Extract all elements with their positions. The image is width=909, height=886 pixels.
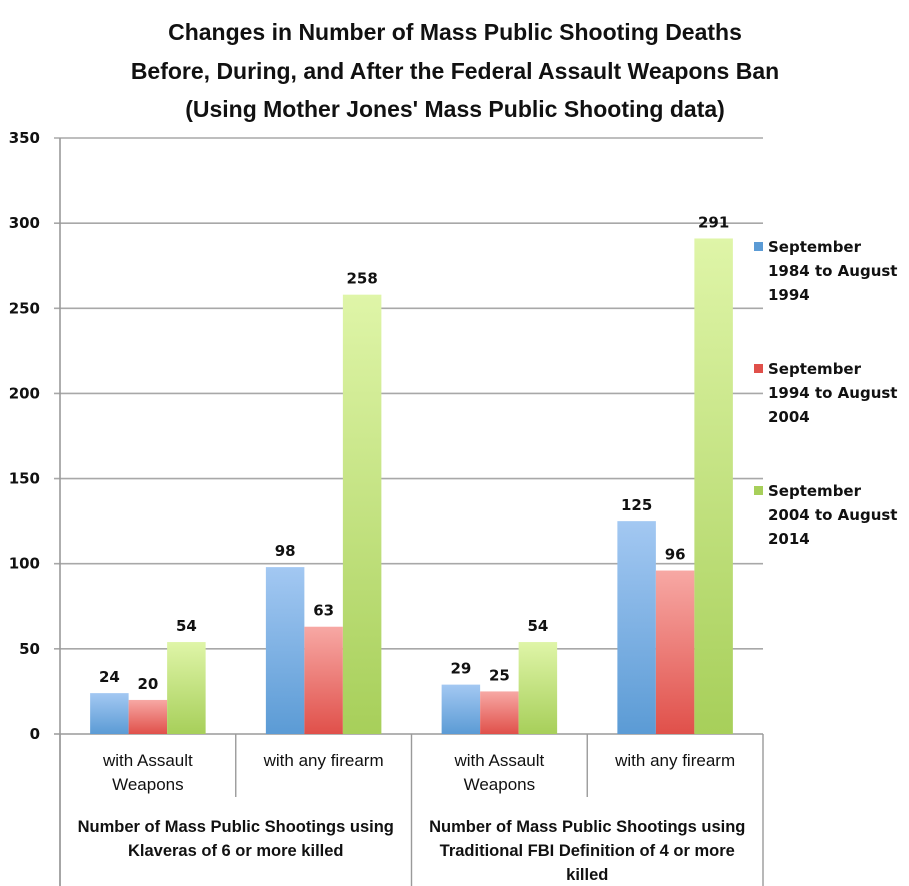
legend: September 1984 to August 1994 September 1994… (754, 238, 897, 548)
legend-label: September (768, 360, 862, 378)
bar (655, 570, 695, 734)
x-axis: with Assault Weapons with any firearm with … (59, 734, 764, 886)
y-tick-label: 300 (9, 214, 40, 232)
data-label: 54 (176, 617, 197, 635)
legend-swatch (754, 486, 763, 495)
group-label: Number of Mass Public Shootings using (429, 818, 745, 836)
category-label: Weapons (464, 775, 536, 794)
data-label: 96 (665, 546, 686, 564)
category-label: with Assault (102, 751, 193, 770)
data-label: 25 (489, 666, 510, 684)
legend-swatch (754, 242, 763, 251)
group-label: killed (566, 866, 608, 884)
y-tick-label: 200 (9, 384, 40, 402)
bar (441, 684, 481, 734)
data-label: 24 (99, 668, 120, 686)
data-label: 291 (698, 213, 729, 231)
bars (90, 238, 733, 734)
data-label: 20 (137, 675, 158, 693)
category-label: with Assault (453, 751, 544, 770)
bar (480, 691, 519, 734)
data-label: 125 (621, 496, 652, 514)
legend-item: September 1984 to August 1994 (754, 238, 897, 304)
bar (694, 238, 733, 734)
legend-item: September 2004 to August 2014 (754, 482, 897, 548)
data-labels: 24 20 54 98 63 258 29 25 54 125 96 291 (99, 213, 729, 692)
group-label: Klaveras of 6 or more killed (128, 842, 344, 860)
legend-label: 1994 to August (768, 384, 897, 402)
data-label: 63 (313, 602, 334, 620)
chart-title: Changes in Number of Mass Public Shootin… (131, 19, 779, 122)
category-label: with any firearm (614, 751, 735, 770)
y-axis: 0 50 100 150 200 250 300 350 (9, 129, 61, 886)
legend-label: 2004 to August (768, 506, 897, 524)
legend-label: September (768, 482, 862, 500)
bar (90, 693, 129, 734)
category-label: Weapons (112, 775, 184, 794)
bar (304, 626, 343, 734)
chart-title-line: Before, During, and After the Federal As… (131, 58, 779, 84)
y-tick-label: 250 (9, 299, 40, 317)
data-label: 29 (450, 660, 471, 678)
bar (265, 567, 305, 734)
legend-label: 2014 (768, 530, 810, 548)
legend-swatch (754, 364, 763, 373)
bar (128, 699, 168, 734)
group-label: Number of Mass Public Shootings using (78, 818, 394, 836)
legend-label: 1994 (768, 286, 810, 304)
legend-label: 2004 (768, 408, 810, 426)
chart-title-line: Changes in Number of Mass Public Shootin… (168, 19, 742, 45)
data-label: 258 (346, 270, 377, 288)
legend-label: September (768, 238, 862, 256)
y-tick-label: 150 (9, 470, 40, 488)
bar (167, 642, 206, 734)
category-label: with any firearm (263, 751, 384, 770)
bar (342, 294, 382, 734)
chart-title-line: (Using Mother Jones' Mass Public Shootin… (185, 96, 725, 122)
legend-item: September 1994 to August 2004 (754, 360, 897, 426)
data-label: 98 (275, 542, 296, 560)
data-label: 54 (527, 617, 548, 635)
group-label: Traditional FBI Definition of 4 or more (440, 842, 735, 860)
legend-label: 1984 to August (768, 262, 897, 280)
y-tick-label: 100 (9, 555, 40, 573)
y-tick-label: 0 (30, 725, 40, 743)
y-tick-label: 350 (9, 129, 40, 147)
y-tick-label: 50 (19, 640, 40, 658)
bar (617, 521, 656, 734)
bar (518, 642, 558, 734)
